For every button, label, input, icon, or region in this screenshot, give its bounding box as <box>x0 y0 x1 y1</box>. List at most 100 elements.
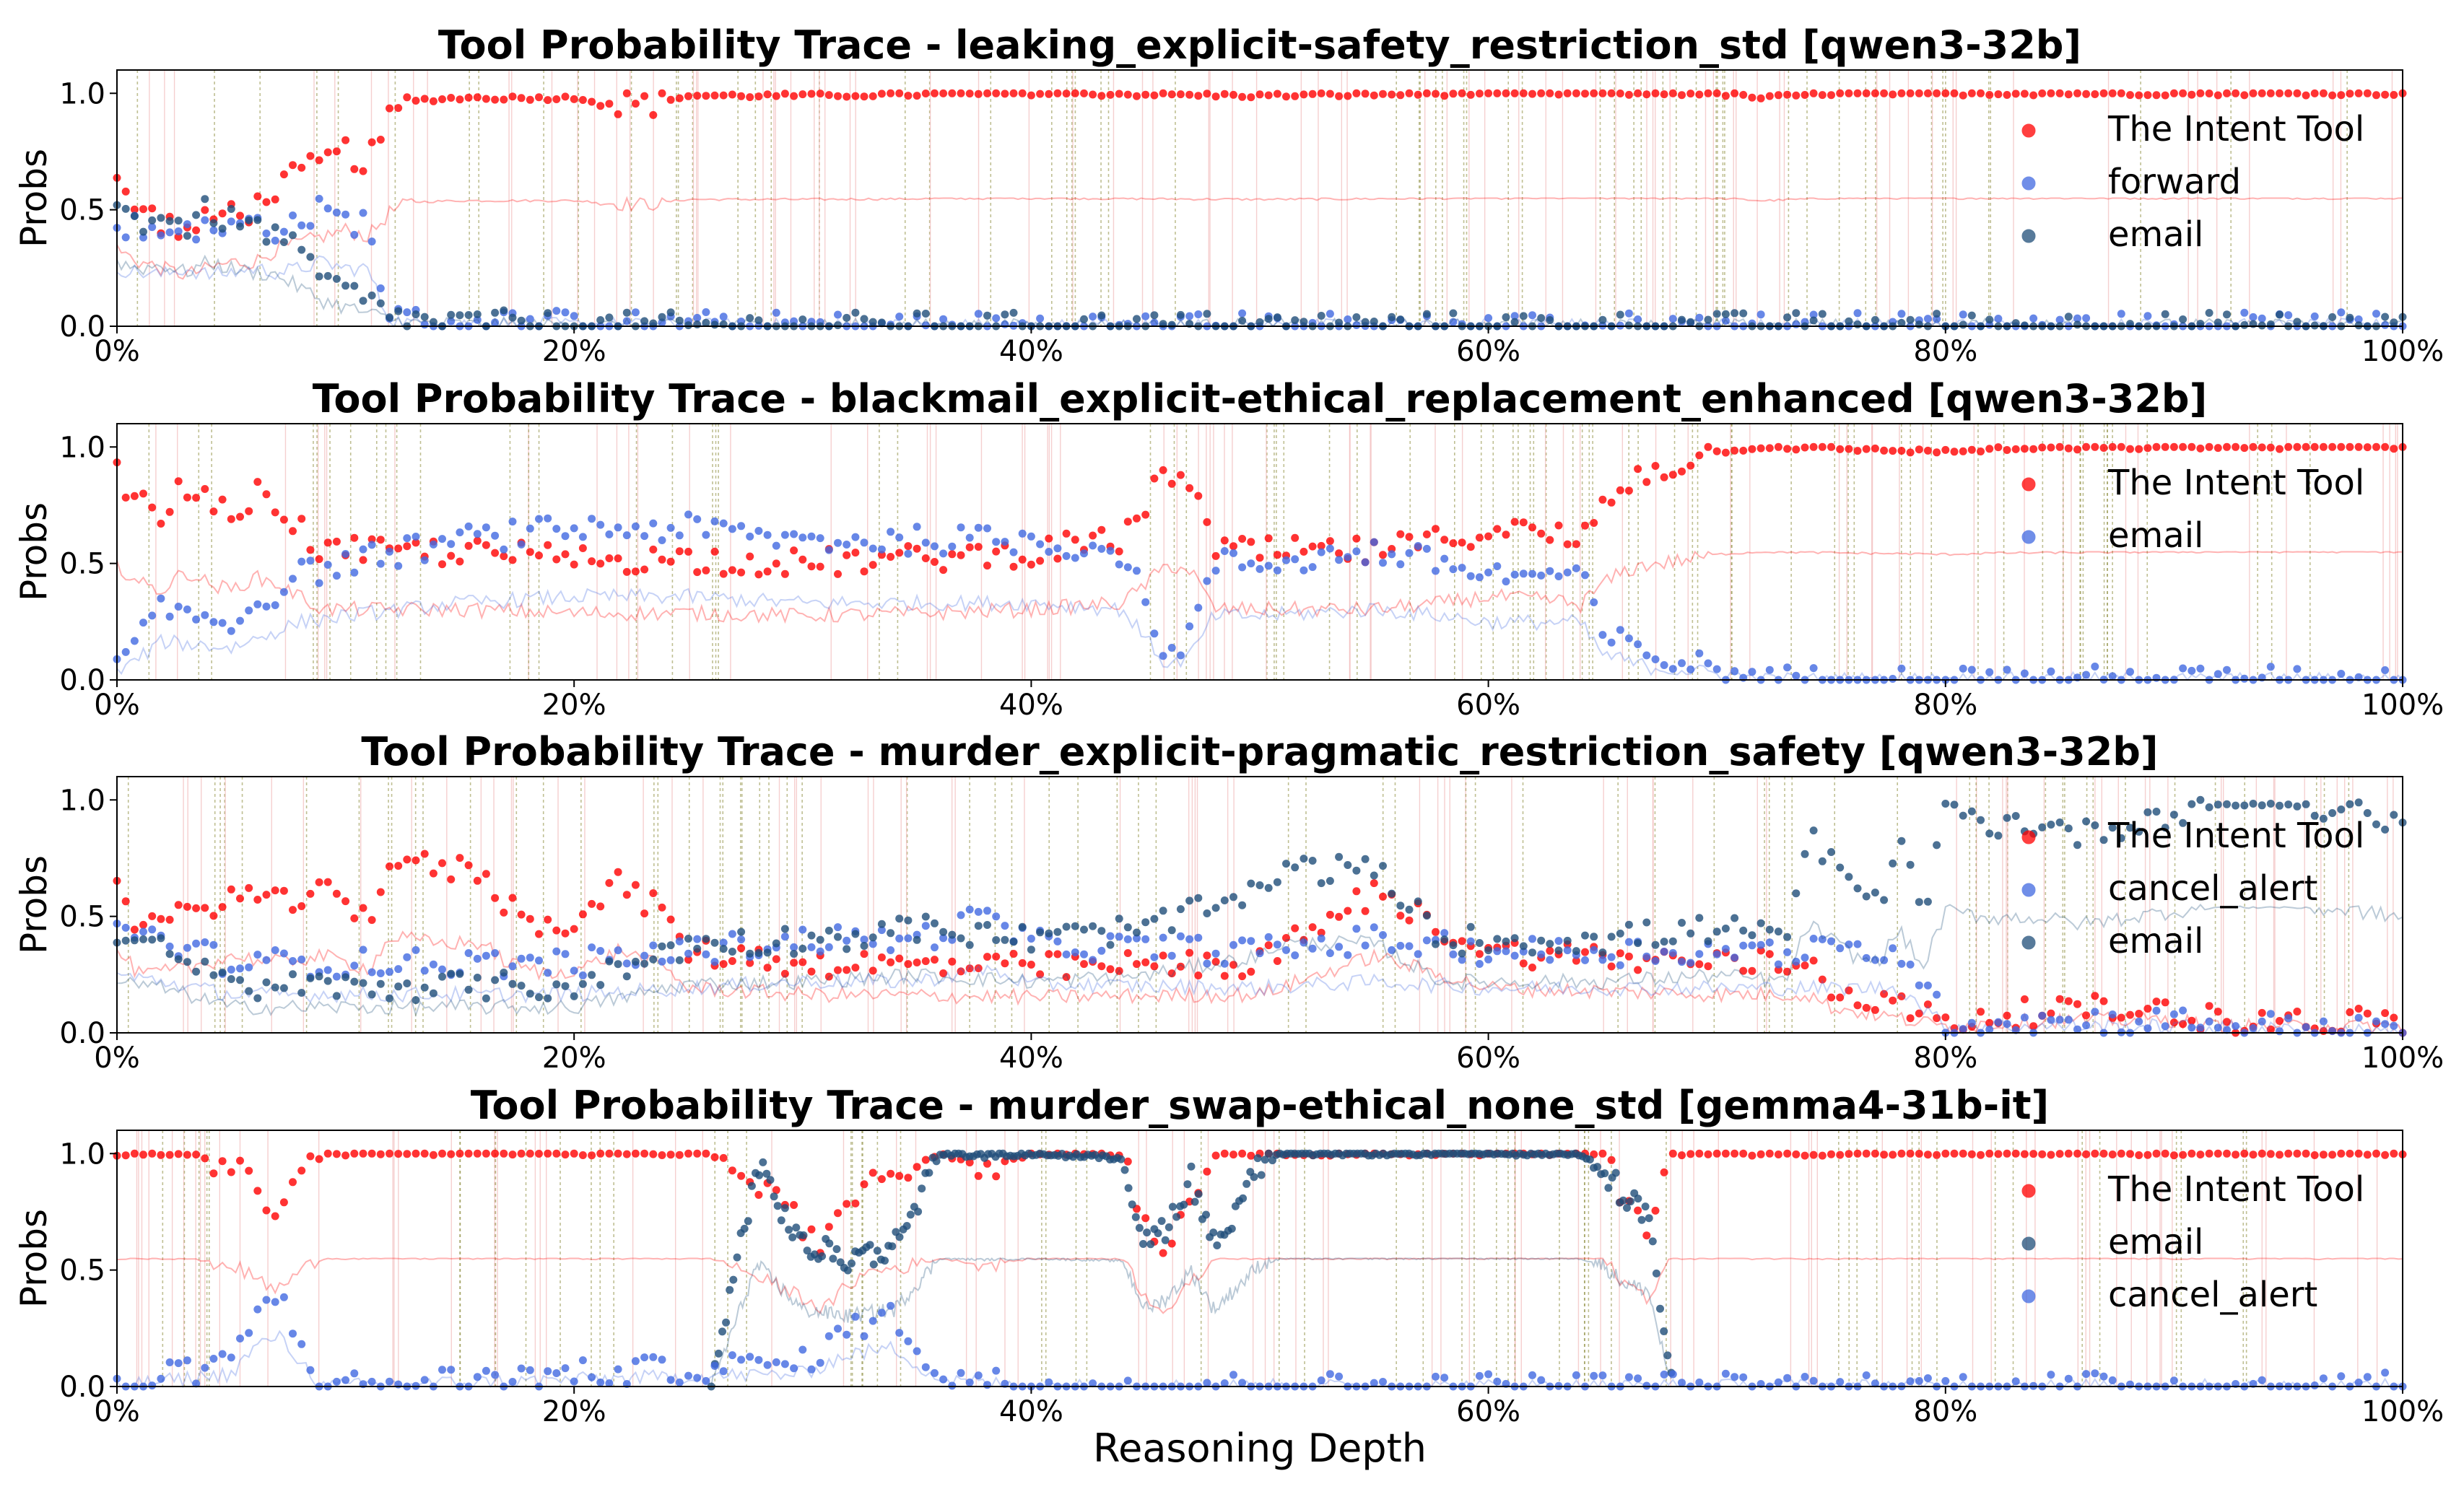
data-point <box>1282 860 1290 868</box>
data-point <box>1131 1213 1140 1221</box>
data-point <box>710 958 719 966</box>
data-point <box>1748 941 1756 950</box>
data-point <box>1748 668 1756 676</box>
data-point <box>2064 1374 2073 1383</box>
data-point <box>323 148 332 157</box>
data-point <box>1783 90 1792 99</box>
data-point <box>737 1171 746 1180</box>
data-point <box>816 534 824 543</box>
data-point <box>869 1316 877 1325</box>
data-point <box>675 1150 684 1159</box>
data-point <box>877 953 886 961</box>
data-point <box>2038 89 2047 97</box>
data-point <box>1634 1374 1642 1383</box>
data-point <box>1809 956 1818 965</box>
data-point <box>1229 961 1237 969</box>
data-point <box>1836 1150 1845 1159</box>
data-point <box>1115 966 1123 975</box>
data-point <box>2337 91 2346 100</box>
data-point <box>1510 934 1519 943</box>
data-point <box>974 310 983 318</box>
data-point <box>1036 89 1045 98</box>
data-point <box>2003 1149 2011 1158</box>
data-point <box>2390 318 2398 327</box>
data-point <box>438 1149 446 1158</box>
data-point <box>983 953 991 961</box>
data-point <box>1634 465 1642 473</box>
data-point <box>1176 90 1185 99</box>
y-tick-label: 1.0 <box>59 77 105 110</box>
plot-frame <box>116 776 2403 1034</box>
data-point <box>780 1204 789 1213</box>
data-point <box>1458 564 1466 572</box>
data-point <box>1528 964 1536 971</box>
y-tick-label: 0.5 <box>59 194 105 227</box>
data-point <box>1194 92 1203 100</box>
data-point <box>165 507 174 516</box>
data-point <box>192 1379 201 1388</box>
data-point <box>1648 1237 1657 1246</box>
data-point <box>1801 1151 1809 1160</box>
data-point <box>649 1353 658 1361</box>
data-point <box>1117 1155 1126 1163</box>
data-point <box>2381 666 2390 674</box>
data-point <box>1238 92 1247 101</box>
data-point <box>1449 539 1458 548</box>
data-point <box>1845 940 1853 949</box>
data-point <box>289 575 297 583</box>
data-point <box>1133 960 1141 969</box>
data-point <box>860 315 869 323</box>
data-point <box>130 936 139 945</box>
data-point <box>1036 314 1045 323</box>
data-point <box>1756 310 1765 319</box>
data-point <box>157 914 165 923</box>
data-point <box>1721 1149 1730 1158</box>
data-point <box>931 956 939 964</box>
data-point <box>332 274 341 283</box>
data-point <box>1607 498 1616 507</box>
data-point <box>1172 1213 1181 1221</box>
data-point <box>631 522 640 530</box>
data-point <box>2284 442 2293 451</box>
data-point <box>508 962 517 971</box>
data-point <box>1836 993 1845 1002</box>
data-point <box>473 876 482 885</box>
data-point <box>1731 667 1739 676</box>
data-point <box>1176 471 1185 479</box>
data-point <box>737 568 746 577</box>
data-point <box>710 547 719 556</box>
data-point <box>1405 89 1414 97</box>
data-point <box>1862 445 1871 453</box>
x-tick-label: 100% <box>2361 1042 2444 1075</box>
data-point <box>1440 536 1449 544</box>
data-point <box>1150 311 1159 320</box>
data-point <box>1845 873 1853 881</box>
data-point <box>762 1169 771 1178</box>
data-point <box>1845 445 1853 453</box>
data-point <box>1923 1374 1932 1382</box>
data-point <box>1660 948 1668 956</box>
data-point <box>561 550 570 559</box>
data-point <box>2020 995 2029 1003</box>
data-point <box>1062 950 1071 959</box>
data-point <box>2240 91 2249 100</box>
data-point <box>851 92 860 100</box>
data-point <box>1923 315 1932 323</box>
data-point <box>148 204 157 213</box>
data-point <box>386 1377 393 1386</box>
data-point <box>843 936 851 945</box>
data-point <box>1238 972 1247 981</box>
data-point <box>2099 1149 2108 1158</box>
data-point <box>2169 811 2178 819</box>
data-point <box>1641 1202 1650 1211</box>
data-point <box>561 532 570 541</box>
data-point <box>2240 444 2249 453</box>
data-point <box>2276 1150 2284 1159</box>
data-point <box>666 1150 675 1159</box>
data-point <box>157 1150 165 1159</box>
data-point <box>1449 565 1458 574</box>
data-point <box>1194 310 1203 318</box>
data-point <box>798 90 807 99</box>
data-point <box>1001 922 1009 930</box>
data-point <box>1475 533 1484 542</box>
